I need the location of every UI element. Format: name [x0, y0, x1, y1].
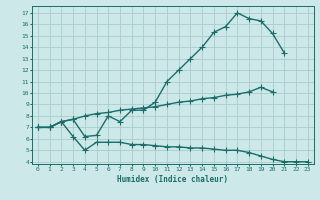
X-axis label: Humidex (Indice chaleur): Humidex (Indice chaleur) — [117, 175, 228, 184]
